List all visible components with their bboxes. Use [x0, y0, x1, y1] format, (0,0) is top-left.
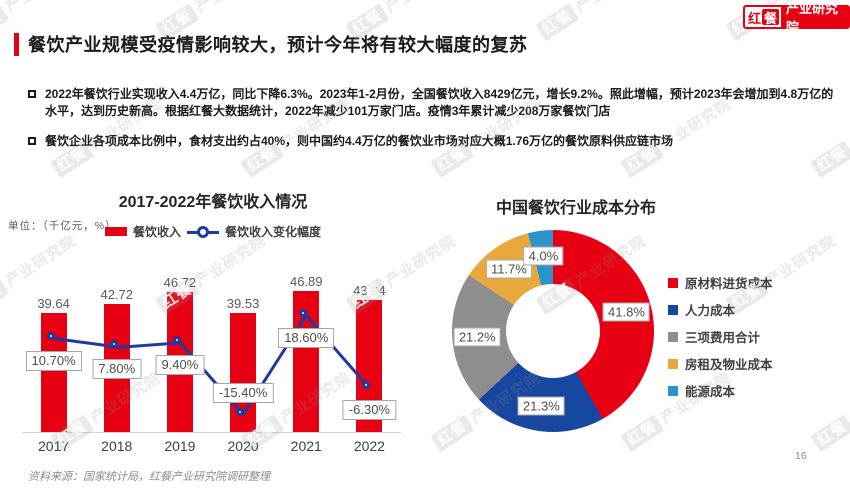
legend-item-label: 三项费用合计: [685, 331, 761, 345]
bar-line-plot: 39.64 2017 42.72 2018 46.72 2019 39.53 2020 46.8…: [22, 250, 401, 454]
legend-item: 房租及物业成本: [668, 354, 773, 373]
line-value-label: 7.80%: [92, 359, 142, 380]
legend-item-label: 房租及物业成本: [685, 358, 773, 372]
watermark-brand: 红餐: [0, 3, 10, 42]
cost-chart-section: 中国餐饮行业成本分布 41.8% 21.3% 21.2% 11.7% 4.0% 原材料进…: [420, 185, 846, 460]
brand-watermark: 红餐产业研究院: [534, 0, 649, 42]
page-number: 16: [795, 450, 807, 462]
x-axis-label: 2021: [290, 438, 322, 454]
brand-logo: 红 餐 产业研究院: [743, 1, 850, 35]
legend-item-label: 人力成本: [685, 304, 736, 318]
bar-value-label: 46.72: [163, 274, 197, 290]
donut-slice-label: 11.7%: [485, 259, 532, 279]
bullet-square-icon: [28, 90, 36, 98]
legend-color-swatch: [668, 358, 678, 369]
bullet-item: 2022年餐饮行业实现收入4.4万亿，同比下降6.3%。2023年1-2月份，全…: [28, 86, 834, 120]
legend-item-label: 能源成本: [685, 385, 736, 399]
line-point-marker: [362, 381, 371, 390]
line-point-marker: [299, 308, 308, 317]
legend-item: 原材料进货成本: [668, 273, 773, 292]
bullet-text: 餐饮企业各项成本比例中，食材支出约占40%，则中国约4.4万亿的餐饮业市场对应大…: [45, 134, 674, 148]
legend-color-swatch: [668, 304, 678, 315]
watermark-suffix: 产业研究院: [193, 0, 269, 16]
bar-value-label: 46.89: [289, 274, 323, 290]
line-value-label: -6.30%: [342, 400, 397, 421]
line-series-marker-icon: [187, 225, 219, 238]
legend-item-label: 原材料进货成本: [685, 277, 773, 291]
slide-heading: 餐饮产业规模受疫情影响较大，预计今年将有较大幅度的复苏: [14, 31, 528, 57]
cost-donut-chart: 41.8% 21.3% 21.2% 11.7% 4.0%: [452, 230, 654, 432]
logo-text-hong: 红: [748, 10, 762, 26]
donut-slice-label: 21.2%: [453, 327, 501, 347]
logo-text-can: 餐: [762, 9, 780, 26]
bar-series-swatch: [104, 227, 127, 236]
bullet-item: 餐饮企业各项成本比例中，食材支出约占40%，则中国约4.4万亿的餐饮业市场对应大…: [28, 133, 834, 150]
bullet-text: 2022年餐饮行业实现收入4.4万亿，同比下降6.3%。2023年1-2月份，全…: [45, 87, 834, 118]
legend-color-swatch: [668, 331, 678, 342]
legend-item: 能源成本: [668, 381, 773, 400]
watermark-suffix: 产业研究院: [573, 0, 649, 16]
page-title: 餐饮产业规模受疫情影响较大，预计今年将有较大幅度的复苏: [28, 35, 528, 55]
donut-slice-label: 4.0%: [523, 246, 564, 266]
x-axis-line: [22, 432, 401, 433]
bullet-list: 2022年餐饮行业实现收入4.4万亿，同比下降6.3%。2023年1-2月份，全…: [28, 86, 834, 163]
revenue-chart-section: 2017-2022年餐饮收入情况 单位：（千亿元，%） 餐饮收入 餐饮收入变化幅…: [8, 185, 418, 460]
line-value-label: 10.70%: [25, 350, 82, 371]
revenue-bar: [40, 313, 67, 432]
legend-color-swatch: [668, 277, 678, 288]
watermark-suffix: 产业研究院: [383, 0, 459, 16]
bar-value-label: 39.64: [37, 296, 70, 312]
x-axis-label: 2017: [38, 438, 70, 454]
revenue-chart-legend: 餐饮收入 餐饮收入变化幅度: [8, 223, 418, 240]
bar-value-label: 43.94: [353, 283, 386, 299]
title-accent-bar: [14, 32, 19, 56]
x-axis-label: 2018: [101, 438, 133, 454]
x-axis-label: 2019: [164, 438, 196, 454]
revenue-chart-title: 2017-2022年餐饮收入情况: [118, 194, 308, 211]
unit-label: 单位：（千亿元，%）: [8, 220, 117, 232]
x-axis-label: 2022: [353, 438, 385, 454]
legend-item: 人力成本: [668, 300, 773, 319]
legend-item: 三项费用合计: [668, 327, 773, 346]
line-point-marker: [46, 331, 55, 340]
line-value-label: 18.60%: [278, 327, 335, 348]
donut-hole: [506, 284, 600, 378]
bullet-square-icon: [28, 137, 36, 145]
cost-chart-title: 中国餐饮行业成本分布: [495, 200, 656, 217]
line-point-marker: [172, 335, 181, 344]
source-note: 资料来源：国家统计局，红餐产业研究院调研整理: [28, 471, 270, 483]
legend-color-swatch: [668, 385, 678, 396]
line-value-label: 9.40%: [155, 354, 205, 375]
watermark-suffix: 产业研究院: [3, 0, 79, 16]
donut-slice-label: 41.8%: [603, 302, 650, 322]
line-value-label: -15.40%: [212, 382, 274, 403]
line-point-marker: [236, 407, 245, 416]
bar-series-label: 餐饮收入: [132, 225, 181, 239]
line-series-label: 餐饮收入变化幅度: [225, 225, 322, 239]
watermark-brand: 红餐: [535, 3, 580, 42]
logo-suffix: 产业研究院: [781, 1, 848, 35]
donut-slice-label: 21.3%: [517, 396, 565, 416]
line-point-marker: [109, 340, 118, 349]
cost-chart-legend: 原材料进货成本 人力成本三项费用合计 房租及物业成本 能源成本: [668, 273, 773, 400]
bar-value-label: 39.53: [226, 296, 260, 312]
x-axis-label: 2020: [227, 438, 259, 454]
bar-value-label: 42.72: [100, 286, 134, 302]
